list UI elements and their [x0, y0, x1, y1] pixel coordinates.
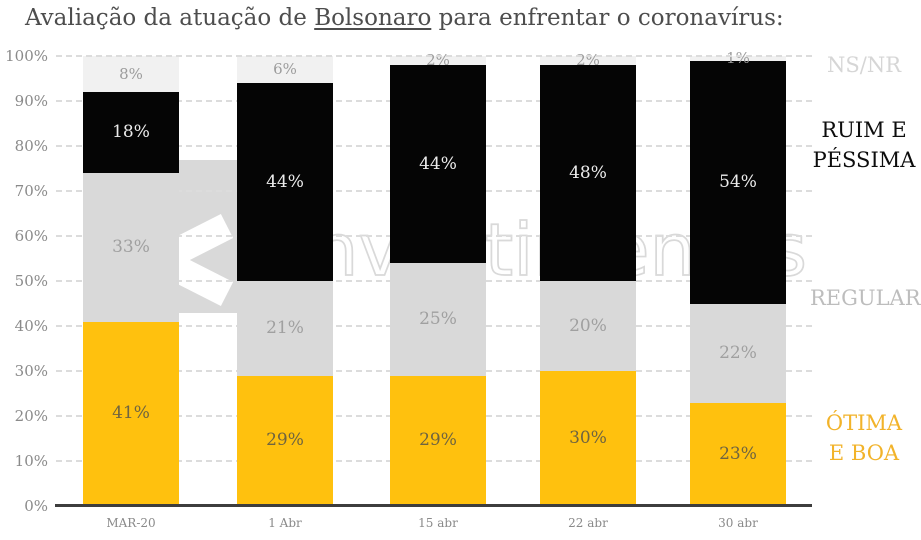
bar-segment-label: 54% [719, 171, 757, 192]
y-tick-label-100: 100% [5, 47, 48, 65]
legend-label-line: E BOA [828, 441, 900, 465]
y-tick-label-50: 50% [14, 272, 48, 290]
y-tick-label-0: 0% [24, 497, 48, 515]
bar-segment-30-abr-ns-nr: 1% [690, 50, 786, 65]
gridline-100 [56, 55, 812, 57]
bar-segment-label: 20% [569, 315, 607, 336]
legend-label-line: REGULAR [810, 286, 921, 310]
bar-segment-label: 48% [569, 162, 607, 183]
bar-segment-label: 23% [719, 443, 757, 464]
bar-segment-15-abr-regular: 25% [390, 263, 486, 376]
x-tick-label-22-abr: 22 abr [568, 516, 608, 530]
bar-segment-label: 1% [726, 48, 750, 67]
y-tick-label-40: 40% [14, 317, 48, 335]
bar-segment-label: 30% [569, 428, 607, 448]
x-tick-label-30-abr: 30 abr [718, 516, 758, 530]
bar-segment-30-abr-regular: 22% [690, 303, 786, 403]
legend-label-line: PÉSSIMA [812, 148, 916, 172]
bar-segment-label: 21% [266, 317, 304, 338]
bar-segment-15-abr-ruim-e-péssima: 44% [390, 65, 486, 263]
x-tick-label-15-abr: 15 abr [418, 516, 458, 530]
bar-segment-22-abr-ns-nr: 2% [540, 53, 636, 68]
bar-segment-22-abr-regular: 20% [540, 281, 636, 371]
y-tick-label-20: 20% [14, 407, 48, 425]
legend-label-ns-nr: NS/NR [810, 50, 918, 80]
y-tick-label-10: 10% [14, 452, 48, 470]
y-tick-label-80: 80% [14, 137, 48, 155]
bar-segment-15-abr-ns-nr: 2% [390, 53, 486, 68]
bar-segment-label: 22% [719, 342, 757, 363]
chart-title-underlined-word: Bolsonaro [314, 5, 432, 31]
bar-segment-mar-20-regular: 33% [83, 173, 179, 322]
bar-segment-label: 8% [119, 64, 143, 83]
bar-segment-1-abr-ruim-e-péssima: 44% [237, 83, 333, 281]
bar-segment-label: 44% [266, 171, 304, 192]
bar-segment-mar-20-ruim-e-péssima: 18% [83, 92, 179, 173]
bar-segment-22-abr-ótima-e-boa: 30% [540, 371, 636, 506]
chart-title-prefix: Avaliação da atuação de [25, 5, 315, 31]
x-tick-label-1-abr: 1 Abr [268, 516, 302, 530]
bar-segment-label: 6% [273, 60, 297, 78]
bar-segment-30-abr-ruim-e-péssima: 54% [690, 60, 786, 304]
x-tick-label-mar-20: MAR-20 [106, 516, 156, 530]
x-axis-line [55, 504, 812, 507]
bar-segment-30-abr-ótima-e-boa: 23% [690, 402, 786, 506]
bar-segment-label: 25% [419, 308, 457, 329]
y-tick-label-30: 30% [14, 362, 48, 380]
legend-label-ruim-e-péssima: RUIM E PÉSSIMA [810, 115, 918, 175]
legend-label-line: RUIM E [821, 118, 907, 142]
bar-segment-15-abr-ótima-e-boa: 29% [390, 375, 486, 506]
legend-label-ótima-e-boa: ÓTIMA E BOA [810, 408, 918, 468]
y-tick-label-70: 70% [14, 182, 48, 200]
legend-label-line: ÓTIMA [825, 411, 903, 435]
bar-segment-label: 29% [419, 430, 457, 451]
bar-segment-label: 33% [112, 236, 150, 257]
bar-segment-1-abr-ns-nr: 6% [237, 56, 333, 83]
bar-segment-label: 41% [112, 403, 150, 424]
y-tick-label-90: 90% [14, 92, 48, 110]
bar-segment-1-abr-ótima-e-boa: 29% [237, 375, 333, 506]
bar-segment-label: 29% [266, 430, 304, 451]
bar-segment-label: 44% [419, 153, 457, 174]
bar-segment-label: 18% [112, 122, 150, 142]
bar-segment-mar-20-ótima-e-boa: 41% [83, 321, 179, 506]
bar-segment-1-abr-regular: 21% [237, 281, 333, 376]
chart-title-suffix: para enfrentar o coronavírus: [431, 5, 784, 31]
bar-segment-mar-20-ns-nr: 8% [83, 56, 179, 92]
legend-label-regular: REGULAR [810, 283, 921, 313]
bar-segment-22-abr-ruim-e-péssima: 48% [540, 65, 636, 281]
chart-title: Avaliação da atuação de Bolsonaro para e… [25, 5, 784, 31]
y-tick-label-60: 60% [14, 227, 48, 245]
legend-label-line: NS/NR [826, 53, 902, 77]
